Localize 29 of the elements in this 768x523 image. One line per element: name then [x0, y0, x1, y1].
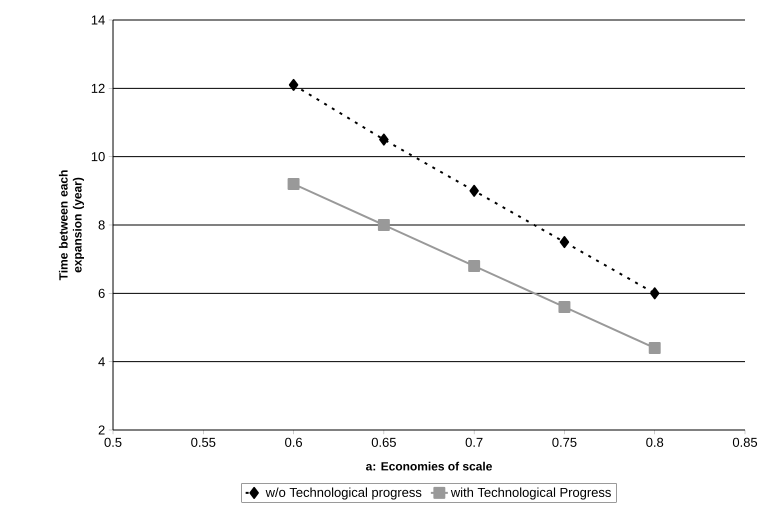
x-tick-label: 0.55 [191, 438, 216, 447]
point [648, 342, 661, 354]
point [288, 78, 298, 91]
x-tick-label: 0.75 [552, 438, 576, 447]
x-tick-label: 0.8 [646, 438, 664, 447]
point [288, 178, 300, 190]
y-tick-label: 6 [98, 288, 105, 298]
x-tick-label: 0.6 [285, 438, 302, 447]
y-tick-label: 12 [92, 84, 105, 93]
x-tick-label: 0.85 [732, 438, 758, 447]
legend-label: w/o Technological progress [266, 487, 422, 500]
point [379, 134, 389, 146]
point [558, 301, 570, 313]
x-axis-title: a: Economies of scale [366, 462, 492, 471]
x-tick-label: 0.7 [466, 438, 482, 447]
point [560, 236, 570, 248]
legend-label: with Technological Progress [450, 487, 611, 500]
y-tick-label: 2 [98, 425, 105, 435]
point [468, 260, 480, 272]
point [378, 219, 390, 231]
point [650, 287, 660, 300]
y-tick-label: 4 [98, 357, 105, 366]
y-tick-label: 10 [92, 152, 105, 162]
y-tick-label: 8 [98, 220, 105, 230]
x-tick-label: 0.5 [104, 438, 122, 447]
y-axis-title: Time between each expansion (year) [58, 170, 84, 280]
point [469, 184, 479, 197]
y-tick-label: 14 [92, 16, 105, 24]
x-tick-label: 0.65 [372, 438, 396, 447]
